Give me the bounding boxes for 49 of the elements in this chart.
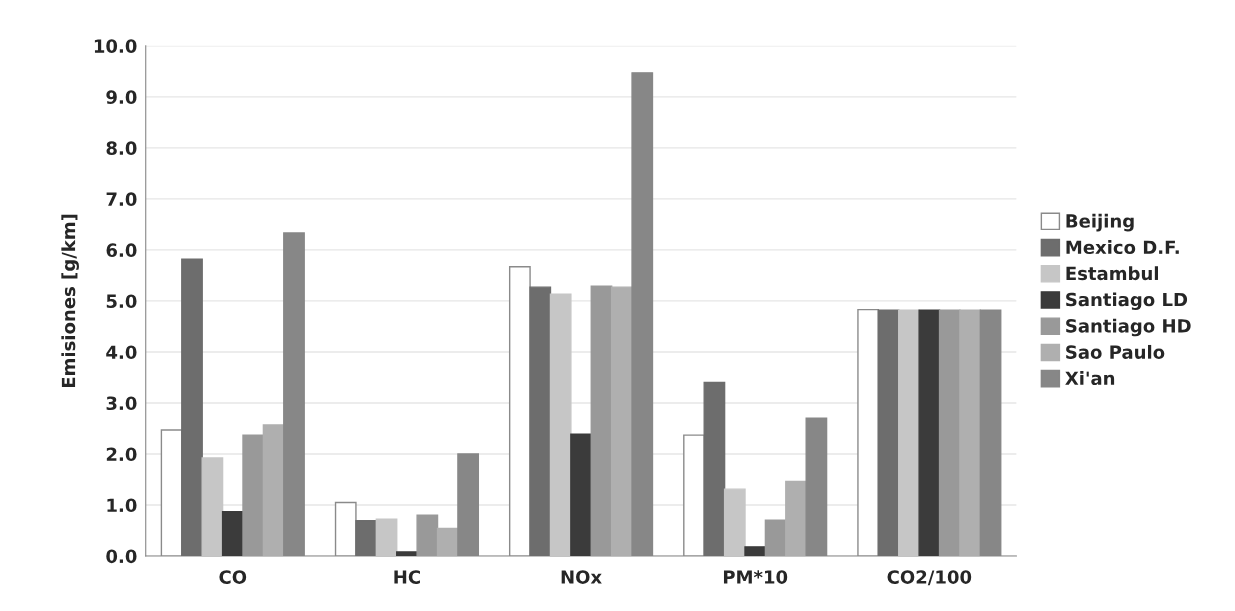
bar xyxy=(898,309,920,557)
legend-label: Xi'an xyxy=(1065,371,1115,386)
bar xyxy=(610,286,633,557)
y-tick-label: 3.0 xyxy=(106,396,137,411)
bar xyxy=(201,457,224,557)
bar xyxy=(181,258,203,557)
bar xyxy=(744,546,767,557)
y-tick-label: 1.0 xyxy=(107,498,137,513)
bar xyxy=(590,285,613,557)
bar xyxy=(570,433,592,557)
bar xyxy=(355,520,378,557)
y-tick-label: 2.0 xyxy=(106,447,137,462)
bar xyxy=(262,424,285,557)
y-tick-label: 5.0 xyxy=(106,294,137,309)
y-tick-label: 8.0 xyxy=(106,141,137,155)
bar xyxy=(959,309,982,557)
bar xyxy=(221,510,244,557)
bar xyxy=(242,434,265,557)
bar xyxy=(918,309,941,557)
legend-label: Beijing xyxy=(1066,213,1134,232)
y-tick-label: 7.0 xyxy=(106,192,137,206)
legend-label: Sao Paulo xyxy=(1066,344,1165,359)
bar xyxy=(764,519,787,557)
y-tick-label: 6.0 xyxy=(106,243,137,258)
legend-label: Santiago LD xyxy=(1066,292,1188,310)
x-tick-label: NOx xyxy=(561,570,602,584)
x-tick-label: CO2/100 xyxy=(887,570,972,586)
bar xyxy=(703,381,726,557)
bar xyxy=(436,527,459,557)
y-axis-title: Emisiones [g/km] xyxy=(61,214,79,388)
x-tick-label: HC xyxy=(394,570,420,584)
y-tick-label: 9.0 xyxy=(106,90,137,104)
x-tick-label: CO xyxy=(219,570,247,584)
bar xyxy=(723,488,746,557)
legend-label: Estambul xyxy=(1066,266,1158,281)
bar xyxy=(877,309,900,557)
legend-label: Santiago HD xyxy=(1066,318,1191,337)
y-tick-label: 4.0 xyxy=(106,345,137,360)
bar xyxy=(549,293,572,557)
bar xyxy=(785,480,807,557)
y-tick-label: 10.0 xyxy=(94,39,137,53)
bar xyxy=(938,309,961,557)
bar xyxy=(416,514,439,557)
y-tick-label: 0.0 xyxy=(106,549,137,564)
x-tick-label: PM*10 xyxy=(723,570,788,584)
bar xyxy=(375,518,398,557)
legend-label: Mexico D.F. xyxy=(1066,240,1179,255)
bar xyxy=(396,551,418,557)
bar xyxy=(529,286,552,557)
